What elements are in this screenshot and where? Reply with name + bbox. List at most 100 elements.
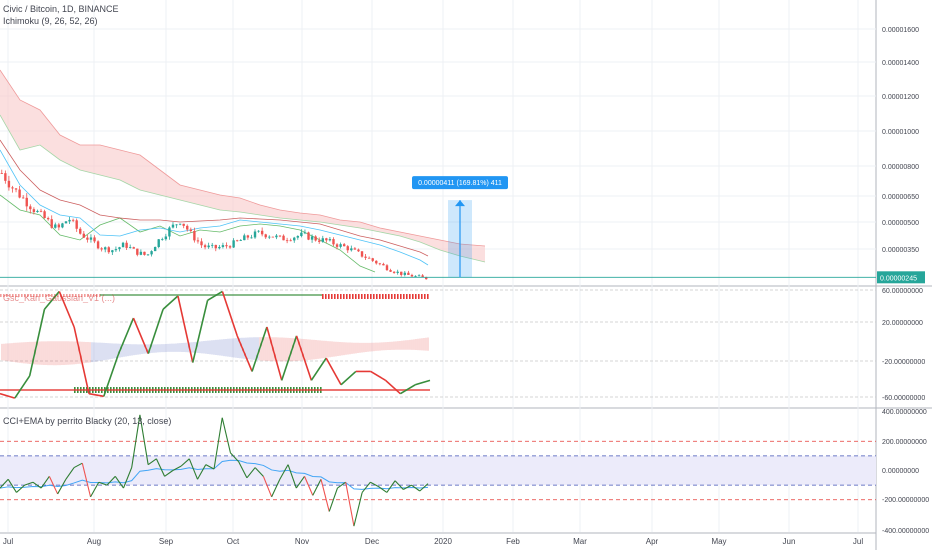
time-tick-label: Sep	[159, 537, 174, 546]
cci-line-segment	[0, 478, 9, 489]
candle-body	[128, 247, 132, 248]
ichimoku-indicator-label[interactable]: Ichimoku (9, 26, 52, 26)	[3, 16, 98, 26]
candle-body	[414, 275, 417, 277]
cci-line-segment	[213, 417, 223, 470]
osc-top-marker	[370, 294, 372, 299]
candle-body	[300, 232, 303, 237]
candle-body	[161, 239, 164, 241]
candle-body	[285, 240, 289, 242]
osc-top-marker	[427, 294, 429, 299]
candle-body	[328, 239, 332, 241]
osc-top-marker	[421, 294, 423, 299]
symbol-title[interactable]: Civic / Bitcoin, 1D, BINANCE	[3, 4, 119, 14]
candle-body	[268, 236, 271, 238]
cci-line-segment	[65, 467, 75, 480]
candle-body	[86, 237, 89, 240]
cci-line-segment	[312, 479, 322, 496]
candle-body	[14, 188, 18, 190]
osc-top-marker	[84, 294, 86, 297]
candle-body	[403, 272, 407, 275]
osc-line-segment	[73, 326, 90, 394]
cci-line-segment	[16, 484, 26, 493]
candle-body	[18, 189, 21, 198]
osc-top-marker	[66, 294, 68, 297]
osc-top-marker	[373, 294, 375, 299]
cci-line-segment	[279, 464, 289, 480]
candle-body	[203, 245, 207, 248]
candle-body	[296, 236, 300, 238]
candle-body	[57, 224, 61, 228]
osc-line-segment	[236, 335, 253, 372]
osc-top-marker	[36, 294, 38, 297]
candle-body	[89, 237, 93, 240]
osc-line-segment	[162, 295, 179, 310]
candle-body	[4, 173, 7, 181]
osc-top-marker	[385, 294, 387, 299]
osc-top-marker	[57, 294, 59, 297]
osc-top-marker	[331, 294, 333, 299]
osc-top-marker	[15, 294, 17, 297]
osc-line-segment	[0, 392, 16, 399]
price-tick-label: 0.00000350	[882, 247, 919, 254]
cci-line-segment	[230, 452, 240, 463]
osc-top-marker	[90, 294, 92, 297]
osc-top-marker	[63, 294, 65, 297]
cci-indicator-label[interactable]: CCI+EMA by perrito Blacky (20, 13, close…	[3, 416, 172, 426]
measure-label-text: 0.00000411 (169.81%) 411	[418, 180, 502, 187]
osc-top-marker	[6, 294, 8, 297]
candle-body	[25, 197, 28, 207]
candle-body	[82, 233, 86, 238]
candle-body	[257, 230, 260, 232]
cci-line-segment	[205, 464, 215, 470]
cci-line-segment	[172, 465, 182, 471]
cci-line-segment	[48, 476, 59, 495]
candle-body	[107, 247, 110, 253]
osc-top-marker	[388, 294, 390, 299]
cci-line-segment	[57, 479, 67, 495]
osc-top-marker	[39, 294, 41, 297]
time-tick-label: Oct	[227, 537, 240, 546]
senkou-span-a	[0, 69, 486, 247]
candle-body	[375, 260, 378, 264]
osc-top-marker	[397, 294, 399, 299]
time-axis-labels[interactable]: Jul Aug Sep Oct Nov Dec 2020 Feb Mar Apr May Jun Jul	[3, 537, 863, 546]
candle-body	[357, 249, 360, 252]
price-axis-labels[interactable]: 0.00001600 0.00001400 0.00001200 0.00001000…	[877, 27, 929, 535]
osc-tick-label: 60.00000000	[882, 288, 923, 295]
osc-top-marker	[340, 294, 342, 299]
candle-body	[253, 231, 257, 238]
cci-tick-label: 200.00000000	[882, 439, 927, 446]
tenkan-line	[0, 149, 429, 266]
candle-body	[143, 251, 146, 255]
cci-line-segment	[370, 481, 379, 488]
cci-line-segment	[320, 479, 330, 512]
oscillator-indicator-label[interactable]: Gsc_Kan_Gaussian_V1 (...)	[3, 293, 116, 303]
price-range-measure[interactable]: 0.00000411 (169.81%) 411	[0, 176, 876, 278]
cci-line-segment	[403, 484, 412, 491]
osc-top-marker	[358, 294, 360, 299]
osc-top-marker	[346, 294, 348, 299]
candle-body	[339, 244, 342, 247]
osc-top-marker	[415, 294, 417, 299]
osc-line-segment	[414, 379, 431, 386]
candle-body	[50, 219, 53, 228]
osc-top-marker	[30, 294, 32, 297]
price-candles[interactable]	[0, 169, 428, 280]
osc-top-marker	[48, 294, 50, 297]
osc-top-marker	[355, 294, 357, 299]
candle-body	[36, 210, 39, 213]
candle-body	[367, 257, 371, 259]
candle-body	[7, 180, 11, 188]
cci-line-segment	[40, 476, 50, 489]
candle-body	[11, 187, 14, 189]
osc-line-segment	[88, 392, 104, 398]
price-tick-label: 0.00001600	[882, 27, 919, 34]
cci-line-segment	[114, 476, 124, 489]
osc-top-marker	[45, 294, 47, 297]
osc-top-marker	[75, 294, 77, 297]
cci-line-segment	[246, 467, 256, 479]
candle-body	[421, 275, 424, 277]
osc-tick-label: -20.00000000	[882, 359, 925, 366]
candle-body	[175, 224, 178, 226]
